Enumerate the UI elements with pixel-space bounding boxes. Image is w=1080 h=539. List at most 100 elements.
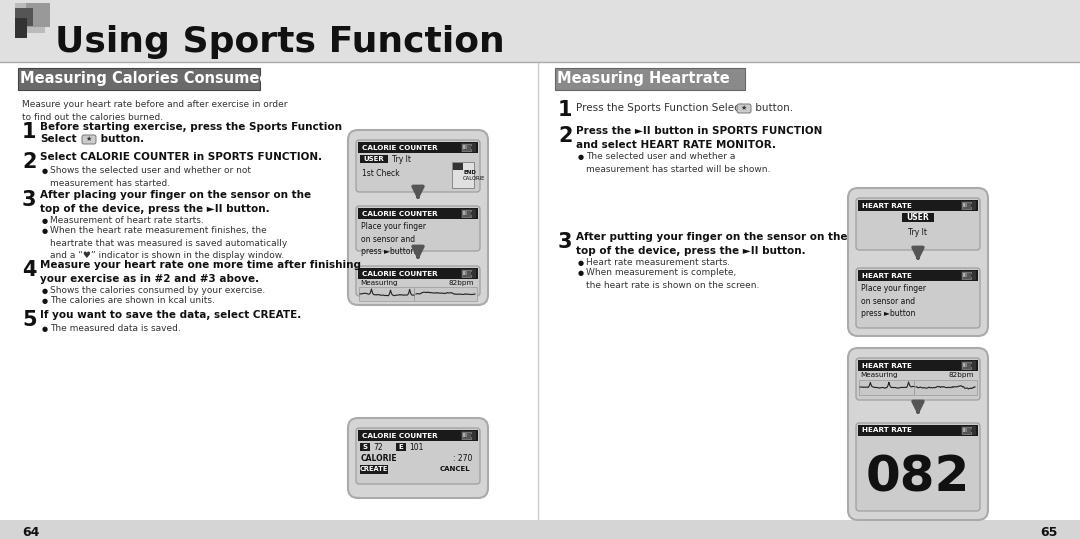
Text: 101: 101	[409, 443, 423, 452]
FancyBboxPatch shape	[82, 135, 96, 144]
Text: ★: ★	[741, 105, 747, 111]
Text: CALORIE COUNTER: CALORIE COUNTER	[362, 211, 437, 217]
Bar	[461, 209, 476, 218]
Text: Before starting exercise, press the Sports Function: Before starting exercise, press the Spor…	[40, 122, 342, 132]
FancyBboxPatch shape	[356, 140, 480, 192]
Bar	[357, 430, 478, 441]
Bar	[902, 213, 934, 222]
Text: III: III	[962, 363, 968, 368]
Bar	[453, 163, 463, 170]
Bar	[461, 143, 476, 152]
Text: Press the ►II button in SPORTS FUNCTION
and select HEART RATE MONITOR.: Press the ►II button in SPORTS FUNCTION …	[576, 126, 822, 150]
Text: 2: 2	[22, 152, 37, 172]
Bar	[858, 200, 978, 211]
Text: CALORIE COUNTER: CALORIE COUNTER	[362, 271, 437, 277]
Text: ●: ●	[578, 154, 584, 160]
FancyBboxPatch shape	[856, 358, 980, 400]
Bar	[971, 274, 973, 277]
Bar	[859, 380, 977, 395]
Bar	[971, 364, 973, 367]
Text: E: E	[399, 444, 403, 450]
Text: CALORIE COUNTER: CALORIE COUNTER	[362, 144, 437, 150]
Bar	[471, 434, 473, 437]
Bar	[971, 429, 973, 432]
Text: ●: ●	[578, 270, 584, 276]
Text: button.: button.	[752, 103, 793, 113]
Text: CALORIE: CALORIE	[361, 454, 397, 463]
FancyBboxPatch shape	[356, 266, 480, 296]
Text: USER: USER	[906, 213, 930, 223]
Bar	[961, 426, 976, 435]
Text: Measure your heart rate one more time after finishing
your exercise as in #2 and: Measure your heart rate one more time af…	[40, 260, 361, 284]
Text: 1: 1	[22, 122, 37, 142]
Bar	[858, 425, 978, 436]
Bar	[471, 212, 473, 215]
Text: Measuring: Measuring	[360, 280, 397, 286]
Text: III: III	[462, 211, 468, 216]
Bar	[0, 520, 1080, 539]
Bar	[15, 8, 33, 26]
Text: 082: 082	[866, 453, 970, 501]
Text: Place your finger
on sensor and
press ►button: Place your finger on sensor and press ►b…	[361, 222, 426, 256]
Text: If you want to save the data, select CREATE.: If you want to save the data, select CRE…	[40, 310, 301, 320]
Text: ●: ●	[42, 218, 49, 224]
Text: USER: USER	[364, 156, 384, 162]
Bar	[357, 142, 478, 153]
Bar	[18, 68, 260, 90]
Text: Shows the selected user and whether or not
measurement has started.: Shows the selected user and whether or n…	[50, 166, 251, 188]
FancyBboxPatch shape	[356, 428, 480, 484]
Bar	[461, 269, 476, 278]
Text: button.: button.	[97, 134, 144, 144]
FancyBboxPatch shape	[856, 423, 980, 511]
Bar	[462, 144, 471, 151]
Text: Select CALORIE COUNTER in SPORTS FUNCTION.: Select CALORIE COUNTER in SPORTS FUNCTIO…	[40, 152, 322, 162]
Text: HEART RATE: HEART RATE	[862, 203, 912, 209]
Text: The selected user and whether a
measurement has started will be shown.: The selected user and whether a measurem…	[586, 152, 770, 174]
Text: Measuring: Measuring	[860, 372, 897, 378]
Bar	[357, 268, 478, 279]
Text: Place your finger
on sensor and
press ►button: Place your finger on sensor and press ►b…	[861, 284, 926, 318]
Text: After putting your finger on the sensor on the
top of the device, press the ►II : After putting your finger on the sensor …	[576, 232, 848, 256]
Text: 1st Check: 1st Check	[362, 169, 400, 178]
Text: 64: 64	[22, 527, 39, 539]
Text: 3: 3	[558, 232, 572, 252]
Bar	[360, 465, 388, 474]
Text: HEART RATE: HEART RATE	[862, 427, 912, 433]
Text: ●: ●	[42, 228, 49, 234]
Text: 72: 72	[373, 443, 382, 452]
Bar	[961, 271, 976, 280]
Bar	[961, 361, 976, 370]
FancyBboxPatch shape	[356, 206, 480, 251]
Text: Measuring Heartrate: Measuring Heartrate	[557, 72, 730, 86]
Text: The calories are shown in kcal units.: The calories are shown in kcal units.	[50, 296, 215, 305]
Text: III: III	[462, 145, 468, 150]
Text: III: III	[462, 433, 468, 438]
Bar	[858, 360, 978, 371]
FancyBboxPatch shape	[737, 104, 751, 113]
Text: HEART RATE: HEART RATE	[862, 363, 912, 369]
Bar	[555, 68, 745, 90]
Text: III: III	[962, 203, 968, 208]
Bar	[462, 270, 471, 277]
Text: Try It: Try It	[392, 155, 411, 163]
Bar	[971, 204, 973, 207]
Bar	[962, 202, 971, 209]
Text: When the heart rate measurement finishes, the
heartrate that was measured is sav: When the heart rate measurement finishes…	[50, 226, 287, 260]
Text: CREATE: CREATE	[360, 466, 388, 472]
Text: After placing your finger on the sensor on the
top of the device, press the ►II : After placing your finger on the sensor …	[40, 190, 311, 214]
Text: 82bpm: 82bpm	[948, 372, 974, 378]
Text: Select: Select	[40, 134, 77, 144]
Text: 65: 65	[1041, 527, 1058, 539]
Bar	[462, 432, 471, 439]
Bar	[471, 272, 473, 275]
Text: 2: 2	[558, 126, 572, 146]
Text: 3: 3	[22, 190, 37, 210]
Bar	[15, 3, 45, 33]
Text: ●: ●	[578, 260, 584, 266]
FancyBboxPatch shape	[856, 198, 980, 250]
Text: Press the Sports Function Select: Press the Sports Function Select	[576, 103, 744, 113]
Text: Heart rate measurement starts.: Heart rate measurement starts.	[586, 258, 730, 267]
Bar	[360, 155, 388, 163]
Bar	[461, 431, 476, 440]
Text: ●: ●	[42, 326, 49, 332]
